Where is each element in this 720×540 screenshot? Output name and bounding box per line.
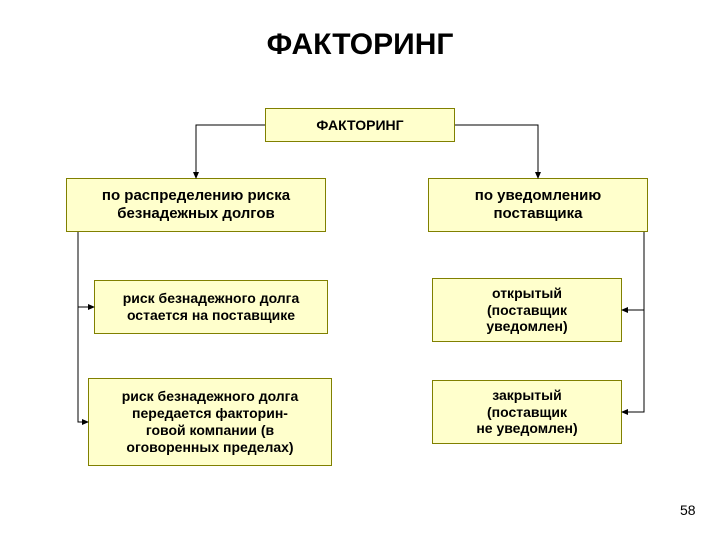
node-left-child-2-label: риск безнадежного долгапередается фактор… — [122, 388, 299, 455]
node-right-parent-label: по уведомлениюпоставщика — [475, 187, 601, 223]
node-left-child-1: риск безнадежного долгаостается на поста… — [94, 280, 328, 334]
node-left-parent: по распределению рискабезнадежных долгов — [66, 178, 326, 232]
page-number: 58 — [680, 502, 696, 518]
node-right-child-2: закрытый(поставщикне уведомлен) — [432, 380, 622, 444]
node-right-parent: по уведомлениюпоставщика — [428, 178, 648, 232]
node-right-child-2-label: закрытый(поставщикне уведомлен) — [476, 387, 577, 437]
node-root-label: ФАКТОРИНГ — [316, 117, 403, 134]
page-title: ФАКТОРИНГ — [0, 28, 720, 62]
node-root: ФАКТОРИНГ — [265, 108, 455, 142]
node-right-child-1: открытый(поставщикуведомлен) — [432, 278, 622, 342]
node-left-parent-label: по распределению рискабезнадежных долгов — [102, 187, 290, 223]
node-left-child-2: риск безнадежного долгапередается фактор… — [88, 378, 332, 466]
node-right-child-1-label: открытый(поставщикуведомлен) — [486, 285, 567, 335]
node-left-child-1-label: риск безнадежного долгаостается на поста… — [123, 290, 300, 324]
